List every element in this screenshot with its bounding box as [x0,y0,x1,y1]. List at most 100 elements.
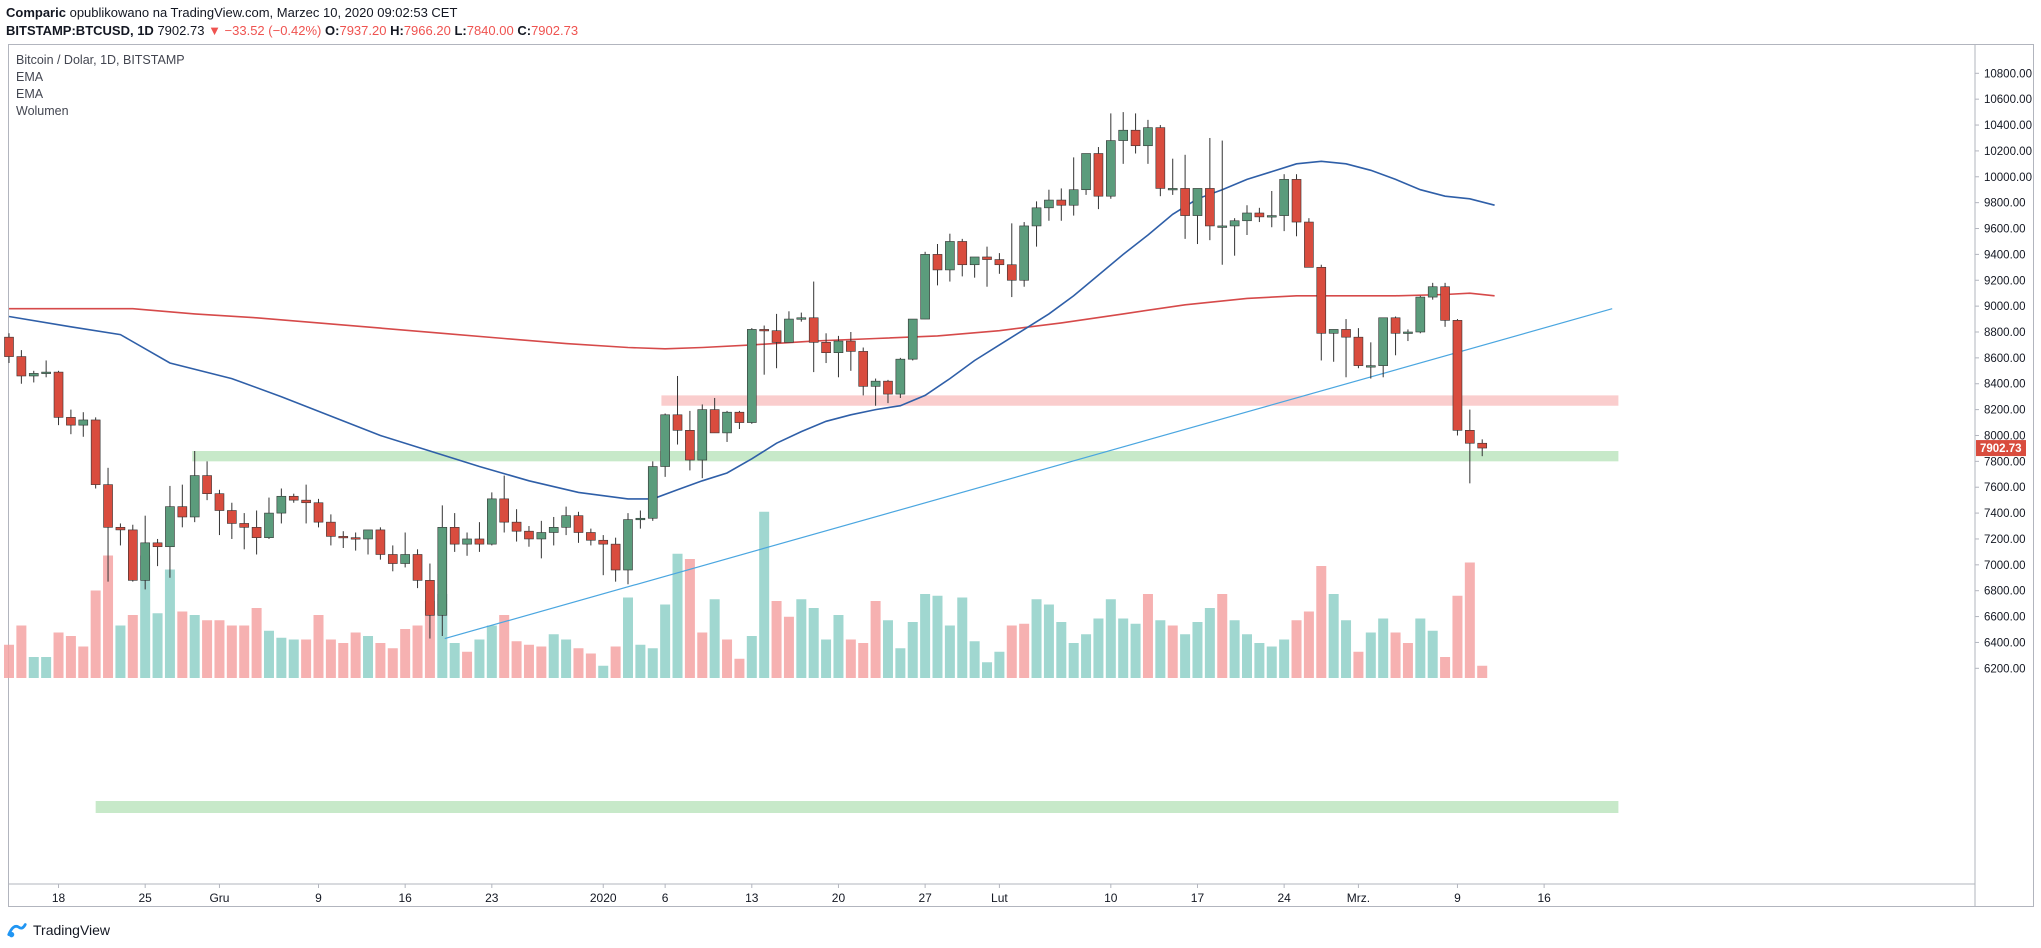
volume-bar [932,595,943,678]
time-axis: 18 25 Gru 9 16 23 2020 6 13 20 27 Lut 10 17 24 Mrz. 9 16 [8,883,1975,905]
candle-body [1180,188,1190,216]
candle-body [870,380,881,387]
tradingview-brand[interactable]: TradingView [6,919,110,941]
candle-body [635,517,646,521]
volume-bar [1440,657,1451,678]
volume-bar [1390,632,1401,678]
price-tick-label: 6400.00 [1984,637,2026,649]
volume-bar [536,646,547,678]
high-label: H: [390,23,404,38]
candle-body [1304,221,1314,268]
candle-body [1229,220,1240,227]
volume-bar [1402,643,1413,678]
chart-legend: Bitcoin / Dolar, 1D, BITSTAMP EMA EMA Wo… [16,52,185,120]
candle-body [90,419,101,485]
candle-body [103,484,113,528]
candle-body [53,371,64,418]
volume-bar [1093,618,1104,678]
volume-bar [907,622,918,678]
candle-body [41,371,51,374]
candle-body [1452,320,1463,431]
volume-bar [1464,562,1475,678]
candle-body [66,417,76,426]
candle-body [1415,296,1426,333]
price-tick-label: 10800.00 [1984,68,2032,80]
price-tick-label: 8200.00 [1984,405,2026,417]
candle-body [264,512,274,538]
price-tick-label: 9800.00 [1984,198,2026,210]
volume-bar [424,601,435,678]
volume-bar [957,597,968,678]
candle-body [313,502,324,523]
candle-body [1291,179,1302,223]
candle-body [610,543,621,571]
candle-body [697,409,708,461]
candle-body [734,411,745,423]
candle-body [1056,199,1067,206]
volume-bar [90,590,101,678]
zones-layer [95,395,1619,813]
resistance-zone [661,395,1619,406]
volume-bar [1266,646,1277,678]
price-tick-label: 7000.00 [1984,560,2026,572]
volume-bar [78,646,89,678]
volume-bar [1217,594,1228,678]
volume-bar [585,653,596,678]
candle-body [152,542,163,548]
candle-body [907,318,918,360]
time-tick-label: 27 [918,891,932,905]
legend-ema-2[interactable]: EMA [16,87,44,101]
price-tick-label: 9000.00 [1984,301,2026,313]
candle-body [326,521,336,537]
candle-body [1254,212,1265,218]
time-tick-label: Mrz. [1347,891,1370,905]
price-tick-label: 10400.00 [1984,120,2032,132]
volume-bar [375,643,386,678]
legend-title[interactable]: Bitcoin / Dolar, 1D, BITSTAMP [16,53,185,67]
candle-body [623,519,633,571]
candle-body [1106,140,1116,197]
candle-body [883,380,893,395]
candle-body [994,259,1005,266]
open-value: 7937.20 [339,23,387,38]
volume-bar [845,639,856,678]
volume-bar [288,639,299,678]
time-tick-label: 23 [485,891,499,905]
legend-ema-1[interactable]: EMA [16,70,44,84]
volume-bar [1316,566,1327,678]
volume-bar [1452,595,1463,678]
candle-body [437,527,448,616]
candle-body [1316,267,1327,334]
candle-body [115,527,126,531]
volume-bar [821,639,832,678]
candle-body [586,532,596,541]
candle-body [1093,153,1104,197]
candle-body [821,342,831,353]
volume-bar [722,639,733,678]
volume-bar [28,657,39,678]
symbol-quote: BITSTAMP:BTCUSD, 1D 7902.73 ▼ −33.52 (−0… [6,22,578,40]
volume-bar [672,553,683,678]
volume-bar [1081,634,1092,678]
candle-body [1403,331,1413,334]
legend-volume[interactable]: Wolumen [16,104,69,118]
volume-bar [263,630,274,678]
candle-body [722,411,732,434]
volume-bar [1341,620,1352,678]
volume-bar [4,644,14,678]
volume-bar [1242,634,1252,678]
candle-body [1242,212,1252,222]
author-name[interactable]: Comparic [6,5,66,20]
candle-body [1341,329,1351,338]
candle-body [227,510,237,524]
price-change: ▼ −33.52 (−0.42%) [208,23,322,38]
volume-bar [449,643,460,678]
open-label: O: [325,23,340,38]
volume-bar [226,625,237,678]
chart-frame[interactable] [8,44,2034,907]
candle-body [1328,329,1339,334]
volume-bar [944,625,955,678]
volume-bar [301,639,312,678]
volume-bar [276,637,287,678]
